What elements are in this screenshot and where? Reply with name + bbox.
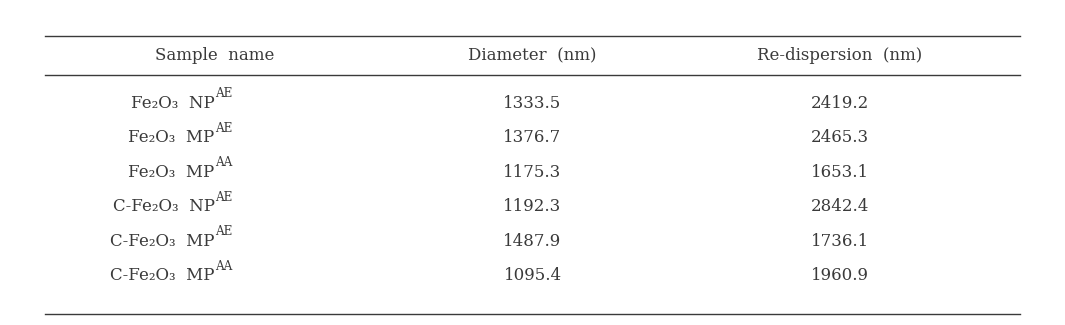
Text: AA: AA <box>215 260 232 273</box>
Text: 1376.7: 1376.7 <box>504 129 561 146</box>
Text: 2419.2: 2419.2 <box>810 95 869 112</box>
Text: C-Fe₂O₃  MP: C-Fe₂O₃ MP <box>110 267 215 284</box>
Text: Fe₂O₃  NP: Fe₂O₃ NP <box>131 95 215 112</box>
Text: 1736.1: 1736.1 <box>810 233 869 250</box>
Text: 1175.3: 1175.3 <box>504 164 561 181</box>
Text: 1653.1: 1653.1 <box>810 164 869 181</box>
Text: 2465.3: 2465.3 <box>810 129 869 146</box>
Text: 1333.5: 1333.5 <box>504 95 561 112</box>
Text: 2842.4: 2842.4 <box>810 198 869 215</box>
Text: C-Fe₂O₃  MP: C-Fe₂O₃ MP <box>110 233 215 250</box>
Text: AE: AE <box>215 122 232 135</box>
Text: AE: AE <box>215 225 232 238</box>
Text: AE: AE <box>215 191 232 204</box>
Text: Sample  name: Sample name <box>155 47 275 64</box>
Text: 1095.4: 1095.4 <box>504 267 561 284</box>
Text: Fe₂O₃  MP: Fe₂O₃ MP <box>129 129 215 146</box>
Text: Fe₂O₃  MP: Fe₂O₃ MP <box>129 164 215 181</box>
Text: AE: AE <box>215 87 232 100</box>
Text: AA: AA <box>215 156 232 169</box>
Text: Diameter  (nm): Diameter (nm) <box>469 47 596 64</box>
Text: 1487.9: 1487.9 <box>504 233 561 250</box>
Text: C-Fe₂O₃  NP: C-Fe₂O₃ NP <box>113 198 215 215</box>
Text: 1192.3: 1192.3 <box>504 198 561 215</box>
Text: 1960.9: 1960.9 <box>810 267 869 284</box>
Text: Re-dispersion  (nm): Re-dispersion (nm) <box>757 47 922 64</box>
